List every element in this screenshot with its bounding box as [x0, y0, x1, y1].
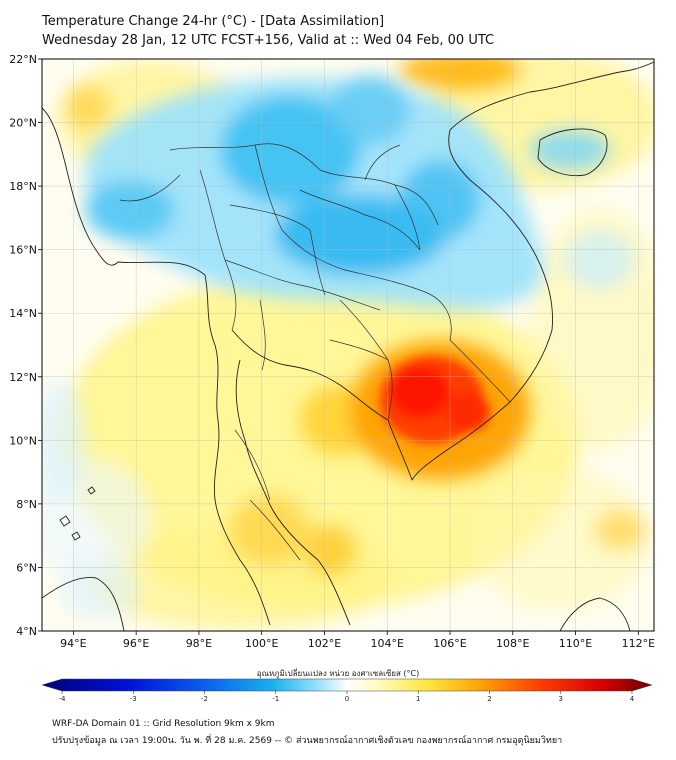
colorbar-bar	[41, 678, 653, 692]
lon-tick-label: 108°E	[496, 637, 529, 650]
lat-tick-label: 18°N	[9, 180, 37, 193]
colorbar-ticks: -4 -3 -2 -1 0 1 2 3 4	[59, 691, 635, 703]
lat-tick-label: 10°N	[9, 434, 37, 447]
colorbar-tick-label: 0	[345, 695, 349, 703]
temperature-field	[42, 59, 654, 631]
lon-tick-label: 96°E	[123, 637, 149, 650]
colorbar: -4 -3 -2 -1 0 1 2 3 4	[41, 678, 653, 703]
hainan-island	[537, 128, 608, 177]
lat-tick-label: 22°N	[9, 53, 37, 66]
colorbar-tick-label: 2	[487, 695, 491, 703]
lon-tick-label: 112°E	[622, 637, 655, 650]
island-3	[71, 531, 81, 541]
title-line-2: Wednesday 28 Jan, 12 UTC FCST+156, Valid…	[42, 33, 495, 48]
lat-tick-label: 12°N	[9, 371, 37, 384]
lon-tick-label: 110°E	[559, 637, 592, 650]
footer-model-info: WRF-DA Domain 01 :: Grid Resolution 9km …	[52, 719, 275, 729]
colorbar-tick-label: -2	[201, 695, 208, 703]
sumatra-coast	[42, 577, 125, 631]
colorbar-tick-label: 3	[559, 695, 563, 703]
myanmar-west-coast	[42, 107, 119, 266]
longitude-labels: 94°E 96°E 98°E 100°E 102°E 104°E 106°E 108°E 110…	[60, 631, 655, 650]
lat-tick-label: 14°N	[9, 307, 37, 320]
colorbar-tick-label: -1	[272, 695, 279, 703]
colorbar-tick-label: -3	[130, 695, 137, 703]
coastlines-borders	[42, 61, 654, 631]
lat-tick-label: 20°N	[9, 117, 37, 130]
map-frame	[41, 58, 655, 632]
map-title: Temperature Change 24-hr (°C) - [Data As…	[42, 12, 494, 50]
colorbar-tick-label: -4	[59, 695, 67, 703]
lat-tick-label: 6°N	[16, 561, 37, 574]
lon-tick-label: 94°E	[60, 637, 86, 650]
borneo-coast	[559, 597, 631, 631]
china-south-coast	[449, 61, 654, 131]
lat-tick-label: 16°N	[9, 244, 37, 257]
provincial-borders	[119, 143, 511, 561]
island-1	[59, 515, 71, 527]
gulf-of-thailand-coast	[231, 329, 389, 421]
lon-tick-label: 104°E	[371, 637, 404, 650]
colorbar-label: อุณหภูมิเปลี่ยนแปลง หน่วย องศาเซลเซียส (…	[256, 669, 420, 678]
latitude-labels: 4°N 6°N 8°N 10°N 12°N 14°N 16°N 18°N 20°N 22°N	[9, 53, 42, 638]
lon-tick-label: 106°E	[433, 637, 466, 650]
title-line-1: Temperature Change 24-hr (°C) - [Data As…	[42, 14, 385, 29]
island-2	[87, 486, 96, 495]
lon-tick-label: 102°E	[308, 637, 341, 650]
vietnam-coast	[387, 129, 553, 481]
peninsula-east-coast	[235, 359, 351, 626]
footer-credits: ปรับปรุงข้อมูล ณ เวลา 19:00น. วัน พ. ที่…	[52, 736, 563, 746]
colorbar-tick-label: 4	[630, 695, 635, 703]
colorbar-tick-label: 1	[416, 695, 420, 703]
lat-tick-label: 8°N	[16, 498, 37, 511]
lon-tick-label: 98°E	[186, 637, 212, 650]
andaman-coast	[117, 261, 271, 626]
lon-tick-label: 100°E	[245, 637, 278, 650]
lat-tick-label: 4°N	[16, 625, 37, 638]
